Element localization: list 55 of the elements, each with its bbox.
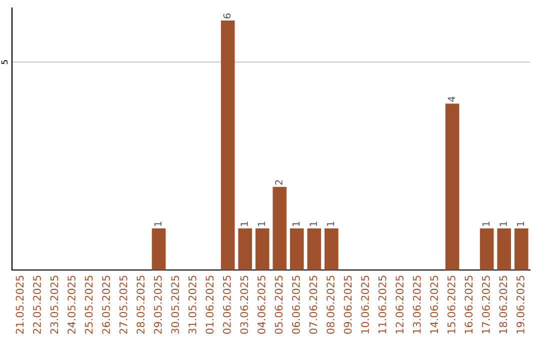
x-tick-label: 31.05.2025 [188, 276, 196, 334]
x-tick-label: 30.05.2025 [171, 276, 180, 334]
bar [290, 228, 304, 270]
x-tick-label: 07.06.2025 [309, 276, 318, 334]
bar [324, 228, 338, 270]
bar [497, 228, 512, 270]
data-label: 1 [258, 222, 266, 226]
bar [445, 104, 460, 270]
x-tick-label: 05.06.2025 [274, 276, 283, 334]
x-tick-label: 17.06.2025 [482, 276, 490, 334]
bar [272, 186, 287, 270]
data-label: 1 [482, 222, 490, 226]
x-tick-label: 24.05.2025 [68, 276, 76, 334]
bar [152, 228, 166, 270]
bar [480, 228, 494, 270]
x-tick-label: 19.06.2025 [516, 276, 524, 334]
y-tick-label: 5 [1, 60, 8, 64]
bar [514, 228, 528, 270]
x-tick-label: 02.06.2025 [222, 276, 231, 334]
data-label: 1 [327, 222, 334, 226]
data-label: 2 [275, 180, 282, 185]
x-tick-label: 22.05.2025 [33, 276, 41, 334]
bar [255, 228, 270, 270]
x-tick-label: 11.06.2025 [378, 276, 386, 334]
bar [238, 228, 252, 270]
data-label: 1 [154, 222, 162, 226]
data-label: 1 [310, 222, 317, 226]
x-tick-label: 18.06.2025 [499, 276, 508, 334]
bar [220, 20, 235, 270]
bar [307, 228, 322, 270]
x-tick-label: 12.06.2025 [396, 276, 404, 334]
data-label: 1 [240, 222, 248, 226]
data-label: 1 [516, 222, 524, 226]
data-label: 1 [500, 222, 507, 226]
x-tick-label: 21.05.2025 [16, 276, 24, 334]
x-tick-label: 29.05.2025 [154, 276, 162, 334]
x-tick-label: 16.06.2025 [464, 276, 473, 334]
x-tick-label: 25.05.2025 [84, 276, 93, 334]
x-tick-label: 15.06.2025 [447, 276, 456, 334]
x-tick-label: 13.06.2025 [412, 276, 421, 334]
x-tick-label: 08.06.2025 [326, 276, 334, 334]
data-label: 1 [292, 222, 300, 226]
x-tick-label: 14.06.2025 [430, 276, 438, 334]
x-tick-label: 03.06.2025 [240, 276, 248, 334]
x-tick-label: 26.05.2025 [102, 276, 110, 334]
data-label: 4 [448, 96, 455, 102]
x-tick-label: 09.06.2025 [344, 276, 352, 334]
x-tick-label: 23.05.2025 [50, 276, 58, 334]
x-tick-label: 04.06.2025 [258, 276, 266, 334]
x-tick-label: 28.05.2025 [136, 276, 145, 334]
x-tick-label: 10.06.2025 [361, 276, 369, 334]
data-label: 6 [223, 14, 231, 18]
x-tick-label: 06.06.2025 [292, 276, 300, 334]
x-tick-label: 01.06.2025 [206, 276, 214, 334]
x-tick-label: 27.05.2025 [119, 276, 128, 334]
